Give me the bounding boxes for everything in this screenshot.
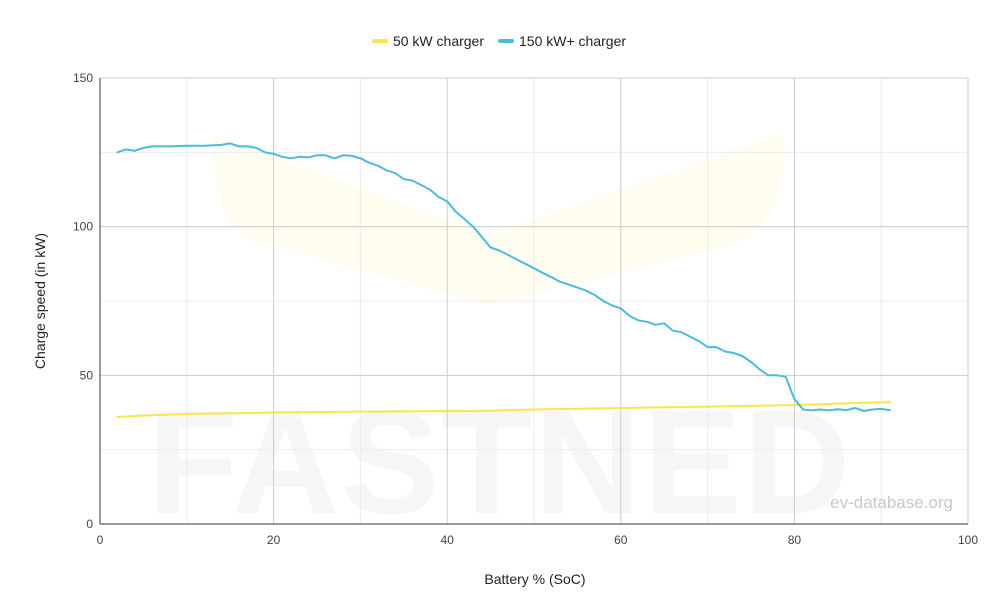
x-tick-label: 100: [958, 533, 978, 547]
x-axis-label: Battery % (SoC): [484, 571, 585, 587]
series-layer: [116, 142, 891, 418]
ev-database-credit: ev-database.org: [830, 493, 953, 512]
fastned-watermark-text: FASTNED: [148, 380, 853, 545]
x-tick-label: 60: [614, 533, 628, 547]
y-tick-label: 50: [80, 368, 94, 382]
legend-label: 150 kW+ charger: [519, 33, 626, 49]
series-line-1: [116, 401, 891, 418]
y-tick-label: 150: [73, 71, 93, 85]
x-tick-label: 20: [267, 533, 281, 547]
series-line-2: [116, 142, 891, 412]
x-tick-label: 40: [441, 533, 455, 547]
y-axis-label: Charge speed (in kW): [32, 233, 48, 369]
y-tick-label: 0: [86, 517, 93, 531]
legend-label: 50 kW charger: [393, 33, 484, 49]
x-tick-label: 0: [97, 533, 104, 547]
x-tick-label: 80: [788, 533, 802, 547]
watermark: FASTNED: [148, 133, 853, 545]
legend: 50 kW charger 150 kW+ charger: [371, 33, 626, 49]
fastned-logo-watermark: [213, 133, 785, 305]
grid: [100, 77, 969, 524]
axes: 0 20 40 60 80 100 0 50 100 150: [73, 71, 978, 547]
y-tick-label: 100: [73, 220, 93, 234]
